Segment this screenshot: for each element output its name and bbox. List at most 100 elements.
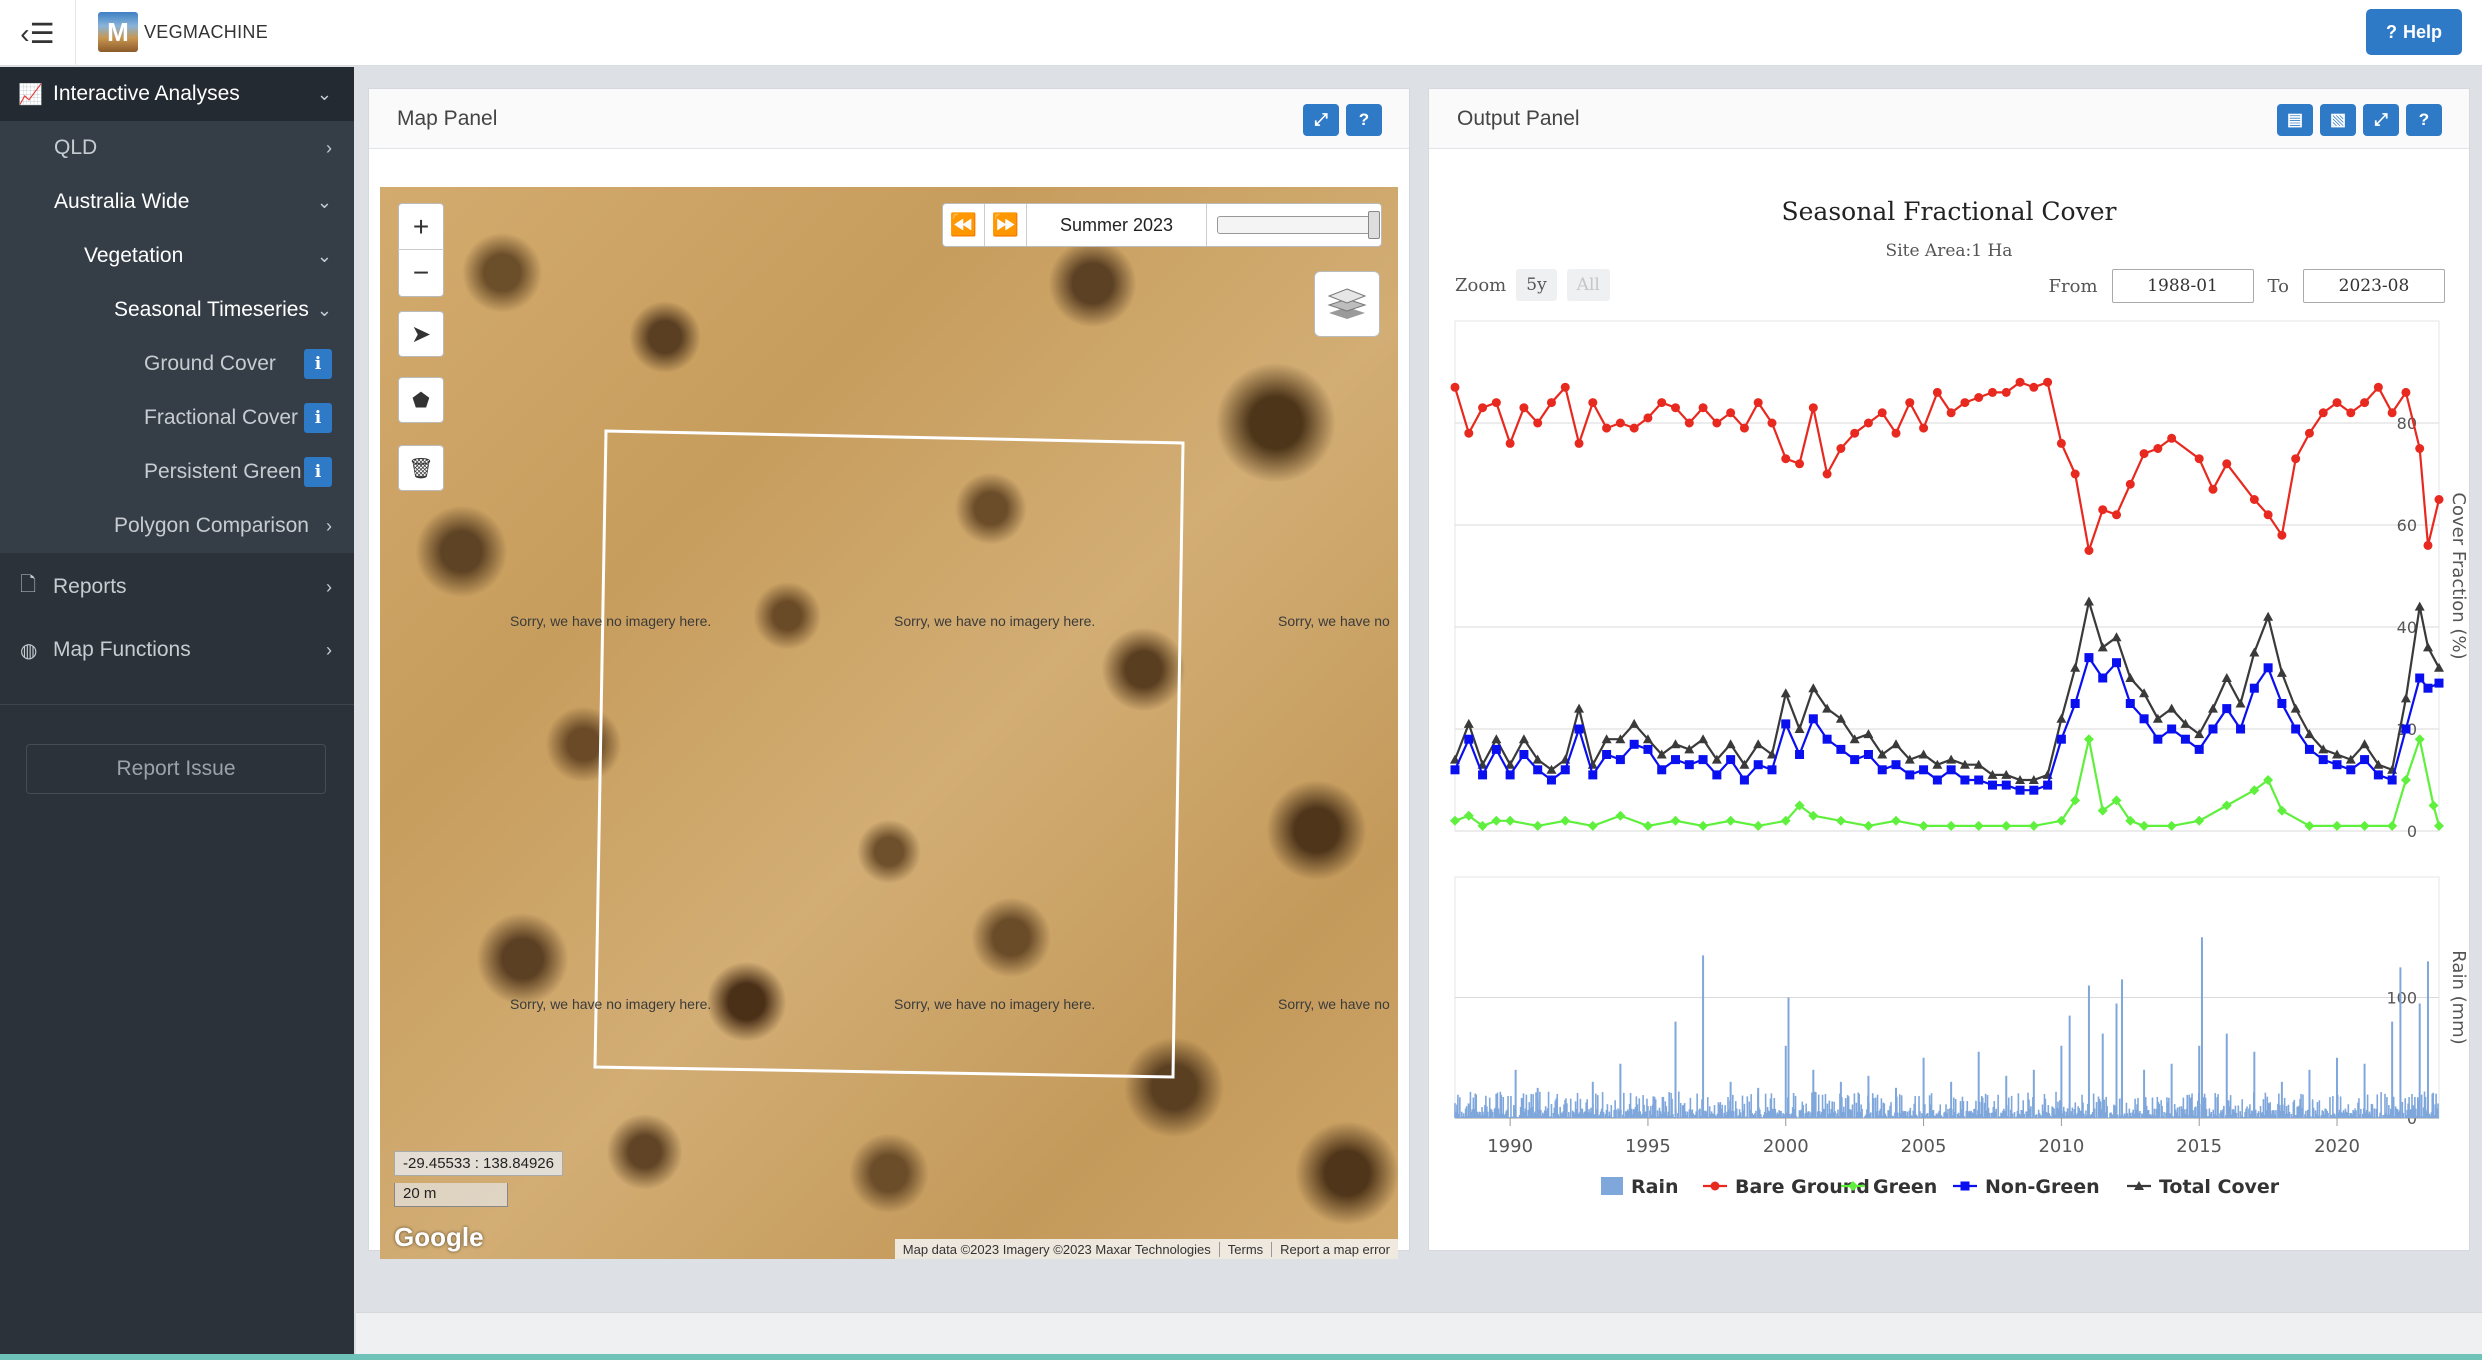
selection-polygon[interactable] xyxy=(380,187,1398,1259)
non-green-point xyxy=(1767,765,1777,775)
total-cover-point xyxy=(1546,764,1557,774)
bare-ground-point xyxy=(1863,418,1873,428)
location-arrow-icon: ➤ xyxy=(410,320,432,348)
zoom-out-button[interactable]: − xyxy=(412,257,430,288)
bare-ground-point xyxy=(2346,408,2356,418)
zoom-all-button[interactable]: All xyxy=(1566,269,1610,301)
total-cover-point xyxy=(1932,759,1943,769)
step-forward-button[interactable]: ⏩ xyxy=(985,204,1027,246)
map-canvas[interactable]: Sorry, we have no imagery here. Sorry, w… xyxy=(380,187,1398,1259)
report-map-error-link[interactable]: Report a map error xyxy=(1271,1241,1398,1257)
non-green-point xyxy=(1560,765,1570,775)
no-imagery-label: Sorry, we have no xyxy=(1278,996,1390,1012)
green-point xyxy=(1918,820,1929,831)
fractional-cover-chart[interactable]: 0204060800100Cover Fraction (%)Rain (mm)… xyxy=(1429,89,2471,1252)
sidebar-item-seasonal-timeseries[interactable]: Seasonal Timeseries ⌄ xyxy=(0,283,354,337)
to-date-input[interactable]: 2023-08 xyxy=(2303,269,2445,303)
legend-label[interactable]: Total Cover xyxy=(2159,1176,2280,1198)
sidebar-item-persistent-green[interactable]: Persistent Green i xyxy=(0,445,354,499)
app-logo: M xyxy=(98,12,138,52)
legend-label[interactable]: Rain xyxy=(1631,1176,1679,1198)
bare-ground-point xyxy=(2263,510,2273,520)
time-slider-thumb[interactable] xyxy=(1368,211,1380,239)
non-green-point xyxy=(1712,770,1722,780)
chart-title: Seasonal Fractional Cover xyxy=(1781,197,2117,226)
sidebar-toggle-button[interactable]: ‹☰ xyxy=(0,0,76,66)
green-point xyxy=(1698,820,1709,831)
layers-button[interactable] xyxy=(1314,271,1380,337)
expand-button[interactable]: ⤢ xyxy=(2363,104,2399,136)
expand-button[interactable]: ⤢ xyxy=(1303,104,1339,136)
total-cover-point xyxy=(1794,724,1805,733)
delete-button[interactable]: 🗑 xyxy=(398,445,444,491)
green-point xyxy=(2221,800,2232,811)
green-point xyxy=(1450,815,1460,826)
sidebar-item-australia-wide[interactable]: Australia Wide ⌄ xyxy=(0,175,354,229)
sidebar-item-interactive-analyses[interactable]: 📈 Interactive Analyses ⌄ xyxy=(0,67,354,121)
sidebar-item-fractional-cover[interactable]: Fractional Cover i xyxy=(0,391,354,445)
total-cover-point xyxy=(1780,688,1791,698)
bare-ground-point xyxy=(1546,398,1556,408)
non-green-point xyxy=(1450,765,1460,775)
from-label: From xyxy=(2048,275,2098,297)
total-cover-point xyxy=(2180,718,2191,728)
green-point xyxy=(1560,815,1571,826)
zoom-5y-button[interactable]: 5y xyxy=(1516,269,1557,301)
legend-label[interactable]: Non-Green xyxy=(1985,1176,2100,1198)
draw-polygon-button[interactable]: ⬟ xyxy=(398,377,444,423)
locate-button[interactable]: ➤ xyxy=(398,311,444,357)
export-image-button[interactable]: ▧ xyxy=(2320,104,2356,136)
help-label: Help xyxy=(2402,21,2442,42)
sidebar-item-reports[interactable]: 🗋 Reports › xyxy=(0,560,354,614)
sidebar-item-polygon-comparison[interactable]: Polygon Comparison › xyxy=(0,499,354,553)
sidebar-item-ground-cover[interactable]: Ground Cover i xyxy=(0,337,354,391)
bare-ground-point xyxy=(1491,398,1501,408)
from-date-input[interactable]: 1988-01 xyxy=(2111,269,2254,303)
sidebar-item-vegetation[interactable]: Vegetation ⌄ xyxy=(0,229,354,283)
x-tick-label: 2005 xyxy=(1901,1136,1947,1157)
help-button[interactable]: ? Help xyxy=(2366,9,2462,55)
bare-ground-point xyxy=(1960,398,1970,408)
info-icon[interactable]: i xyxy=(304,349,332,379)
green-point xyxy=(1615,810,1626,821)
legend-label[interactable]: Bare Ground xyxy=(1735,1176,1870,1198)
export-csv-button[interactable]: ▤ xyxy=(2277,104,2313,136)
non-green-point xyxy=(1974,775,1984,785)
green-point xyxy=(2097,805,2108,816)
sidebar-item-qld[interactable]: QLD › xyxy=(0,121,354,175)
legend-label[interactable]: Green xyxy=(1873,1176,1937,1198)
globe-icon: ◍ xyxy=(20,639,38,662)
non-green-point xyxy=(2194,744,2204,754)
total-cover-point xyxy=(1450,754,1460,764)
non-green-point xyxy=(2112,658,2122,668)
map-panel: Map Panel ⤢ ? Sorry, we have no imagery … xyxy=(368,88,1410,1259)
non-green-point xyxy=(1574,724,1584,734)
output-panel-title: Output Panel xyxy=(1457,107,1580,130)
info-icon[interactable]: i xyxy=(304,403,332,433)
non-green-point xyxy=(1960,775,1970,785)
green-point xyxy=(2166,820,2177,831)
bare-ground-point xyxy=(1795,459,1805,469)
total-cover-point xyxy=(1532,754,1543,764)
terms-link[interactable]: Terms xyxy=(1218,1241,1271,1257)
report-issue-button[interactable]: Report Issue xyxy=(26,744,326,794)
non-green-point xyxy=(2249,683,2259,693)
non-green-point xyxy=(1615,755,1625,765)
info-icon[interactable]: i xyxy=(304,457,332,487)
sidebar-item-map-functions[interactable]: ◍ Map Functions › xyxy=(0,623,354,677)
total-cover-point xyxy=(1877,749,1888,759)
step-back-button[interactable]: ⏪ xyxy=(943,204,985,246)
non-green-point xyxy=(1602,750,1612,759)
trash-icon: 🗑 xyxy=(408,457,434,480)
output-help-button[interactable]: ? xyxy=(2406,104,2442,136)
total-cover-point xyxy=(2290,703,2301,713)
map-help-button[interactable]: ? xyxy=(1346,104,1382,136)
green-point xyxy=(2304,820,2315,831)
zoom-in-button[interactable]: + xyxy=(398,204,444,250)
green-point xyxy=(2359,820,2370,831)
non-green-point xyxy=(1905,770,1915,780)
green-point xyxy=(2434,820,2444,831)
sidebar: 📈 Interactive Analyses ⌄ QLD › Australia… xyxy=(0,67,354,1360)
time-slider[interactable] xyxy=(1217,211,1380,239)
total-cover-point xyxy=(2056,713,2067,723)
